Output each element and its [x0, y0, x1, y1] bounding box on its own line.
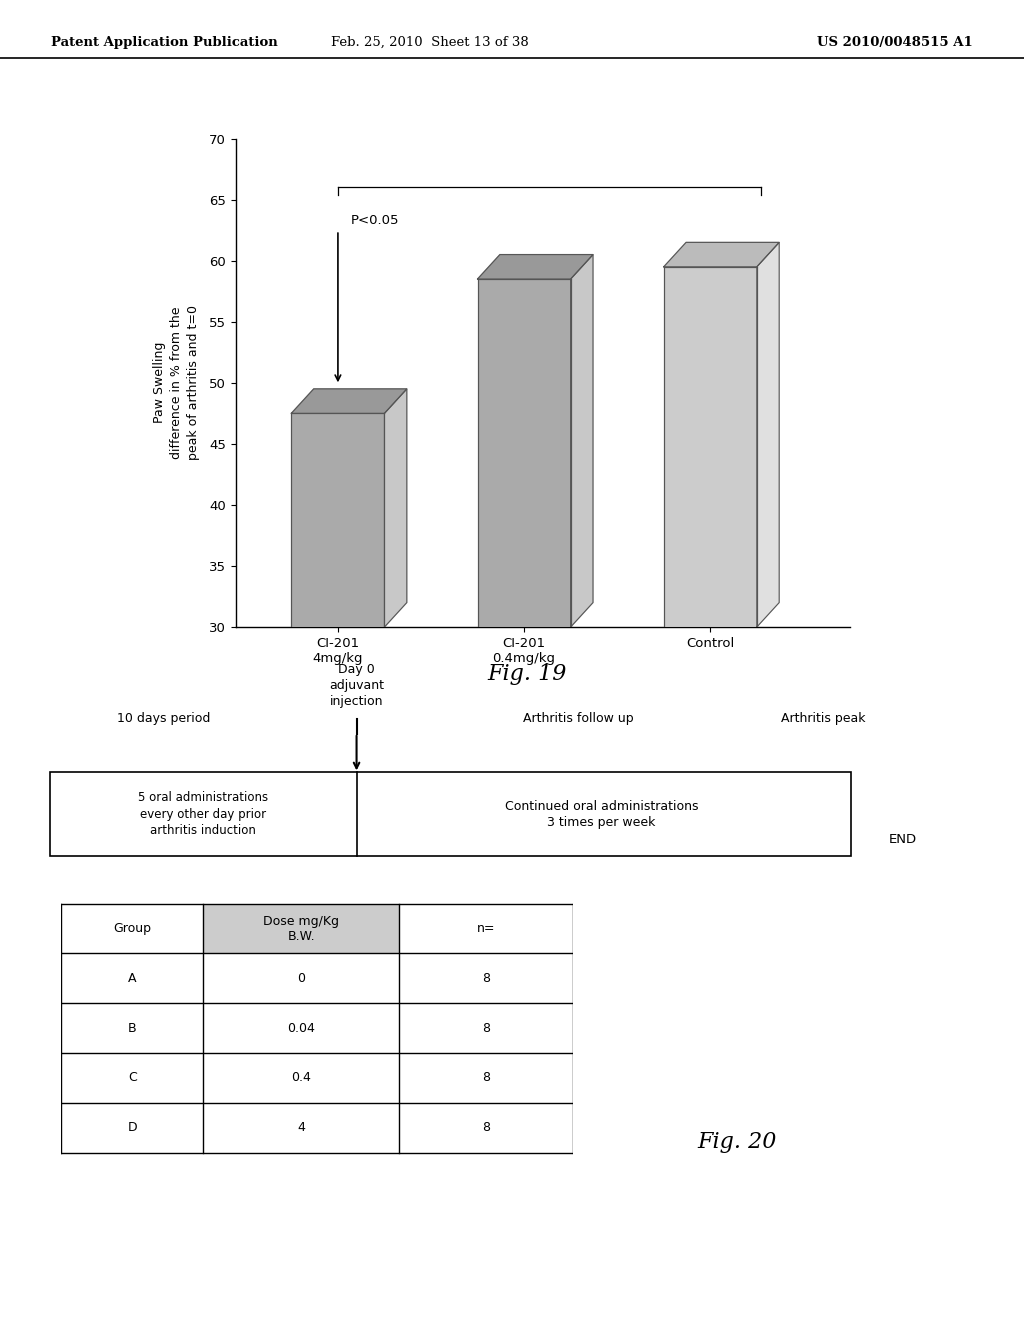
Text: Continued oral administrations
3 times per week: Continued oral administrations 3 times p… [505, 800, 698, 829]
Text: Patent Application Publication: Patent Application Publication [51, 36, 278, 49]
Polygon shape [384, 389, 407, 627]
Text: 0.04: 0.04 [287, 1022, 315, 1035]
Text: Fig. 19: Fig. 19 [487, 663, 567, 685]
Polygon shape [757, 243, 779, 627]
Text: Feb. 25, 2010  Sheet 13 of 38: Feb. 25, 2010 Sheet 13 of 38 [331, 36, 529, 49]
Text: Arthritis follow up: Arthritis follow up [522, 711, 633, 725]
Y-axis label: Paw Swelling
difference in % from the
peak of arthritis and t=0: Paw Swelling difference in % from the pe… [154, 305, 201, 461]
Polygon shape [477, 255, 593, 279]
Text: C: C [128, 1072, 136, 1085]
Text: 0.4: 0.4 [291, 1072, 311, 1085]
Text: 8: 8 [482, 1072, 490, 1085]
Polygon shape [570, 255, 593, 627]
Bar [292, 413, 384, 627]
Text: 10 days period: 10 days period [117, 711, 210, 725]
Text: 5 oral administrations
every other day prior
arthritis induction: 5 oral administrations every other day p… [138, 791, 268, 837]
Text: 8: 8 [482, 1121, 490, 1134]
Text: 4: 4 [297, 1121, 305, 1134]
Text: D: D [127, 1121, 137, 1134]
Text: Group: Group [114, 923, 152, 935]
Bar [203, 904, 399, 953]
Bar [50, 772, 851, 857]
Polygon shape [292, 389, 407, 413]
Polygon shape [664, 243, 779, 267]
Text: US 2010/0048515 A1: US 2010/0048515 A1 [817, 36, 973, 49]
Bar [664, 267, 757, 627]
Text: Fig. 20: Fig. 20 [697, 1131, 777, 1152]
Text: Arthritis peak: Arthritis peak [780, 711, 865, 725]
Text: n=: n= [477, 923, 496, 935]
Text: B: B [128, 1022, 136, 1035]
Text: END: END [889, 833, 916, 846]
Text: 8: 8 [482, 972, 490, 985]
Text: 8: 8 [482, 1022, 490, 1035]
Bar [477, 279, 570, 627]
Text: P<0.05: P<0.05 [351, 214, 399, 227]
Text: Day 0
adjuvant
injection: Day 0 adjuvant injection [329, 663, 384, 708]
Text: Dose mg/Kg
B.W.: Dose mg/Kg B.W. [263, 915, 339, 942]
Text: A: A [128, 972, 136, 985]
Text: 0: 0 [297, 972, 305, 985]
